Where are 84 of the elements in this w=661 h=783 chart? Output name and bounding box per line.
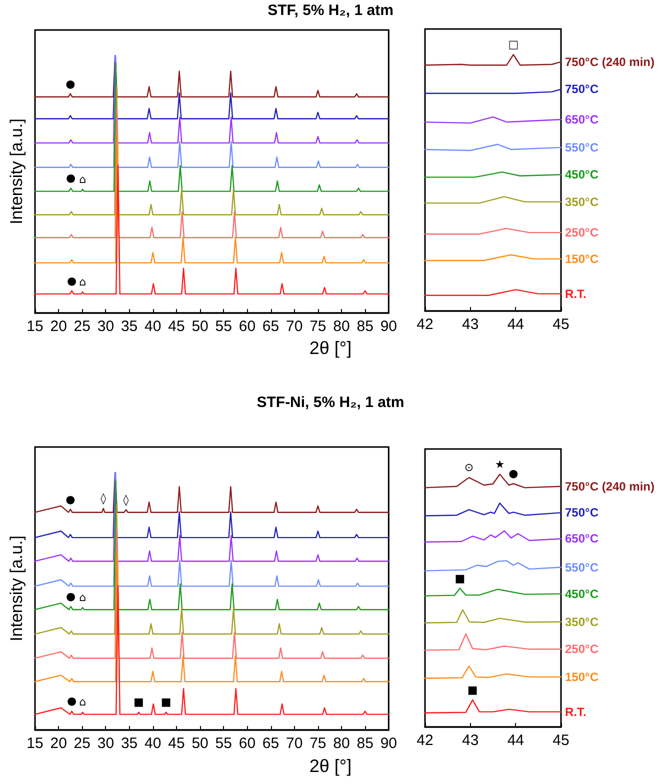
- series-label: 750°C: [565, 506, 599, 520]
- series-label: 550°C: [565, 140, 599, 154]
- annotation: ●: [66, 492, 76, 506]
- x-tick-label: 45: [168, 735, 185, 752]
- x-tick-label: 70: [286, 318, 303, 335]
- x-tick-label: 65: [262, 318, 280, 335]
- x-tick-label: 43: [462, 316, 479, 333]
- series-label: 450°C: [565, 168, 599, 182]
- series-label: 250°C: [565, 642, 599, 656]
- x-tick-label: 45: [168, 318, 185, 335]
- x-tick-label: 60: [238, 735, 256, 752]
- x-tick-label: 20: [50, 318, 67, 335]
- annotation: ●: [66, 274, 77, 288]
- x-axis-title: 2θ [°]: [308, 338, 353, 359]
- x-axis-title: 2θ [°]: [308, 756, 353, 777]
- series-label: 650°C: [565, 112, 599, 126]
- x-tick-label: 60: [238, 318, 256, 335]
- x-tick-label: 90: [380, 318, 397, 335]
- annotation: ●: [508, 467, 518, 480]
- x-tick-label: 80: [333, 318, 350, 335]
- series-label: R.T.: [565, 704, 586, 719]
- series-label: 150°C: [565, 252, 599, 266]
- x-tick-label: 80: [333, 735, 350, 752]
- x-tick-label: 40: [144, 318, 162, 335]
- annotation: ■: [134, 696, 144, 709]
- annotation: ◊: [100, 492, 107, 505]
- x-tick-label: 55: [215, 318, 232, 335]
- annotation: ●: [66, 694, 77, 708]
- x-tick-label: 90: [380, 735, 397, 752]
- annotation: ■: [467, 683, 478, 696]
- x-tick-label: 15: [26, 318, 44, 335]
- x-tick-label: 35: [120, 318, 138, 335]
- annotation: ◊: [123, 493, 130, 506]
- x-tick-label: 25: [74, 318, 90, 335]
- x-tick-label: 44: [507, 316, 524, 333]
- annotation: □: [508, 38, 519, 52]
- annotation: ⌂: [79, 172, 86, 186]
- x-tick-label: 44: [507, 732, 524, 749]
- chart-title: STF, 5% H₂, 1 atm: [266, 2, 394, 19]
- x-tick-label: 50: [192, 735, 208, 752]
- chart-title: STF-Ni, 5% H₂, 1 atm: [256, 394, 406, 411]
- x-tick-label: 42: [416, 316, 434, 333]
- x-tick-label: 85: [356, 318, 374, 335]
- x-tick-label: 75: [310, 318, 326, 335]
- x-tick-label: 15: [26, 735, 44, 752]
- series-label: 150°C: [565, 670, 599, 684]
- x-tick-label: 50: [192, 318, 208, 335]
- annotation: ●: [66, 172, 76, 185]
- x-tick-label: 35: [120, 735, 138, 752]
- series-label: 450°C: [565, 586, 599, 601]
- x-tick-label: 45: [552, 316, 570, 333]
- series-label: 350°C: [565, 614, 599, 629]
- annotation: ⌂: [79, 591, 86, 604]
- y-axis-title: Intensity [a.u.]: [7, 536, 26, 642]
- annotation: ⌂: [79, 275, 86, 288]
- series-label: 650°C: [565, 532, 599, 546]
- x-tick-label: 43: [462, 732, 479, 749]
- x-tick-label: 20: [50, 735, 67, 752]
- x-tick-label: 30: [97, 735, 114, 752]
- series-label: 750°C (240 min): [565, 54, 655, 69]
- annotation: ■: [160, 696, 172, 709]
- annotation: ★: [494, 458, 505, 471]
- y-axis-title: Intensity [a.u.]: [7, 118, 26, 224]
- series-label: 750°C (240 min): [565, 479, 655, 494]
- series-label: 550°C: [565, 560, 599, 574]
- x-tick-label: 25: [74, 735, 90, 752]
- x-tick-label: 75: [310, 735, 326, 752]
- annotation: ⊙: [464, 461, 474, 474]
- x-tick-label: 70: [286, 735, 303, 752]
- series-label: 750°C: [565, 82, 599, 96]
- x-tick-label: 45: [552, 732, 570, 749]
- x-tick-label: 55: [215, 735, 232, 752]
- annotation: ■: [454, 572, 466, 585]
- x-tick-label: 40: [144, 735, 162, 752]
- x-tick-label: 30: [97, 318, 114, 335]
- x-tick-label: 65: [262, 735, 280, 752]
- series-label: 350°C: [565, 194, 599, 209]
- x-tick-label: 85: [356, 735, 374, 752]
- series-label: 250°C: [565, 226, 599, 240]
- series-label: R.T.: [565, 286, 586, 301]
- annotation: ●: [66, 77, 76, 90]
- x-tick-label: 42: [416, 732, 434, 749]
- annotation: ⌂: [79, 696, 86, 709]
- annotation: ●: [66, 590, 76, 604]
